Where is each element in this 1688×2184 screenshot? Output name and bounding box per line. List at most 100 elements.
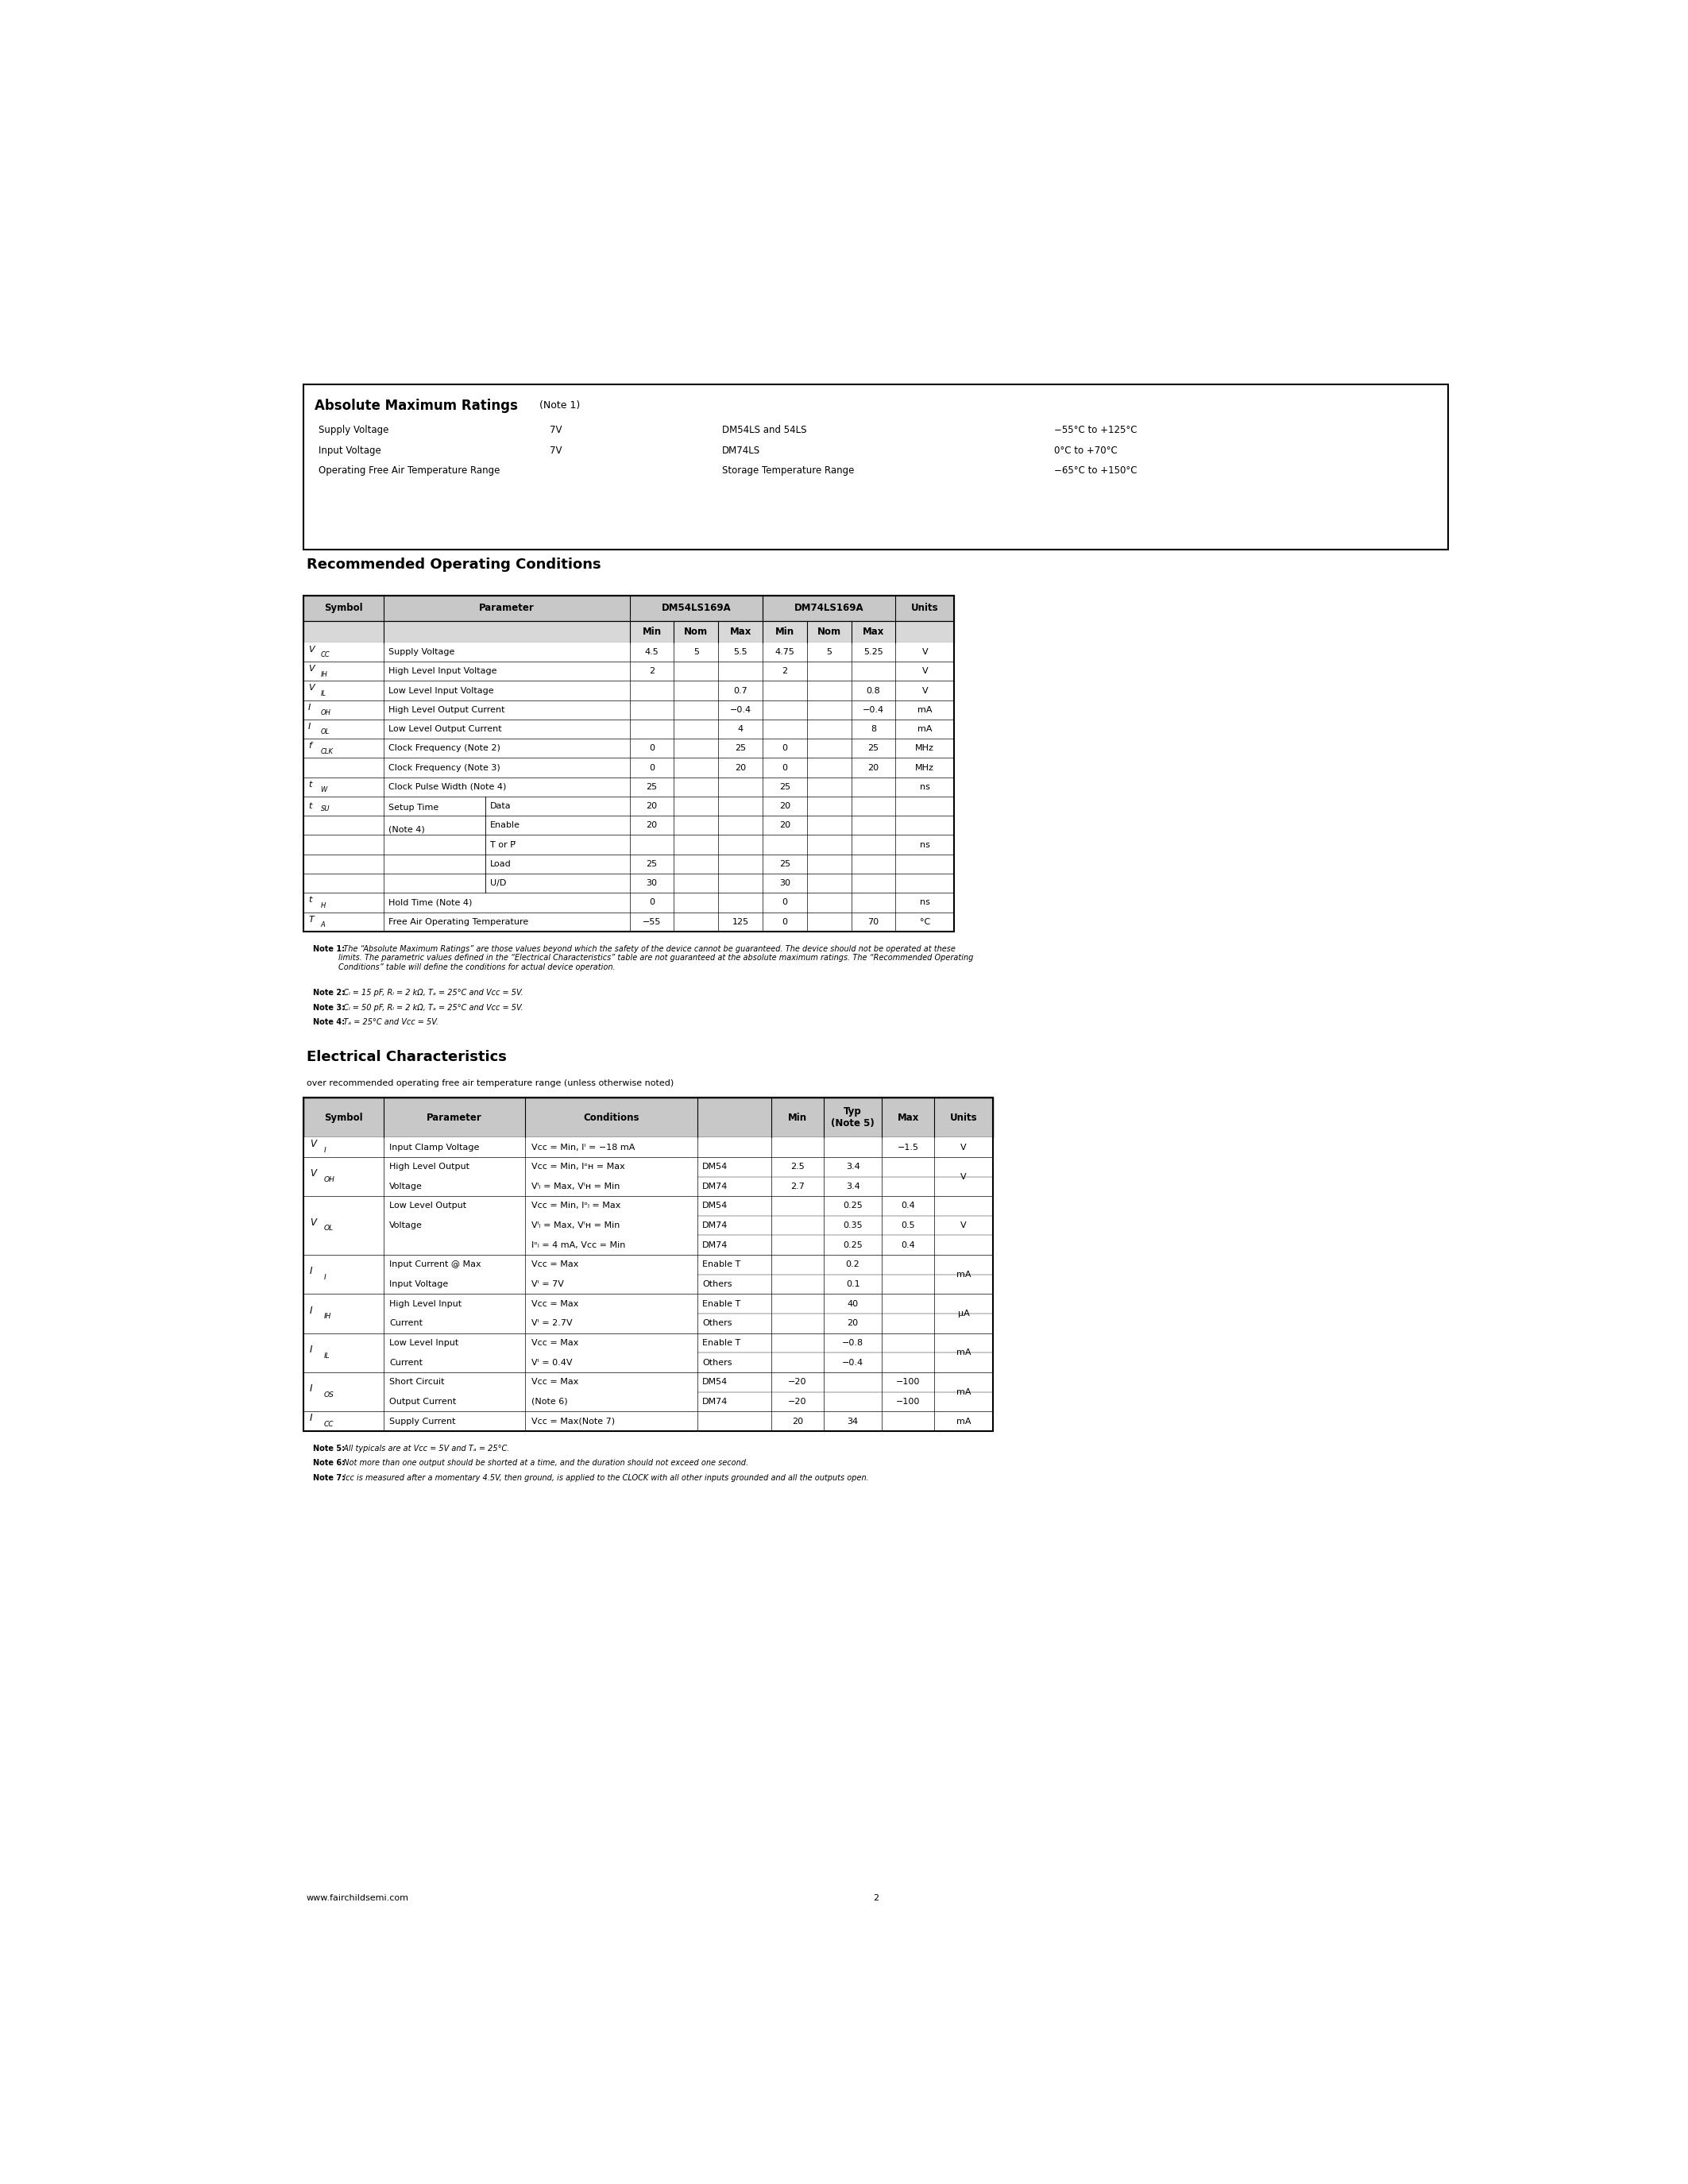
Text: 25: 25 — [780, 782, 790, 791]
Text: Low Level Input: Low Level Input — [390, 1339, 459, 1348]
Bar — [304, 758, 954, 778]
Text: −0.4: −0.4 — [863, 705, 885, 714]
Text: −0.4: −0.4 — [842, 1358, 864, 1367]
Text: CLK: CLK — [321, 747, 333, 756]
Text: Nom: Nom — [817, 627, 841, 638]
Text: Parameter: Parameter — [479, 603, 533, 614]
Text: Supply Voltage: Supply Voltage — [388, 649, 454, 655]
Text: 2.5: 2.5 — [790, 1162, 805, 1171]
Text: Input Voltage: Input Voltage — [390, 1280, 449, 1289]
Text: V: V — [960, 1142, 967, 1151]
Text: 25: 25 — [647, 860, 657, 867]
Text: 8: 8 — [871, 725, 876, 734]
Text: 0.4: 0.4 — [901, 1241, 915, 1249]
Bar — [304, 1099, 993, 1431]
Text: Note 4:: Note 4: — [312, 1018, 344, 1026]
Text: V: V — [960, 1221, 967, 1230]
Text: 20: 20 — [647, 821, 657, 830]
Text: Electrical Characteristics: Electrical Characteristics — [307, 1051, 506, 1064]
Text: ns: ns — [920, 841, 930, 850]
Bar — [304, 719, 954, 738]
Text: −100: −100 — [896, 1398, 920, 1406]
Text: W: W — [321, 786, 327, 793]
Text: I: I — [309, 1267, 312, 1278]
Text: Units: Units — [912, 603, 939, 614]
Text: (Note 4): (Note 4) — [388, 826, 425, 834]
Text: DM54: DM54 — [702, 1162, 728, 1171]
Text: IH: IH — [324, 1313, 331, 1319]
Text: Note 1:: Note 1: — [312, 946, 344, 952]
Text: All typicals are at Vᴄᴄ = 5V and Tₐ = 25°C.: All typicals are at Vᴄᴄ = 5V and Tₐ = 25… — [338, 1444, 510, 1452]
Text: DM74LS169A: DM74LS169A — [795, 603, 864, 614]
Text: 20: 20 — [780, 802, 790, 810]
Bar — [304, 1197, 993, 1256]
Text: Cₗ = 50 pF, Rₗ = 2 kΩ, Tₐ = 25°C and Vᴄᴄ = 5V.: Cₗ = 50 pF, Rₗ = 2 kΩ, Tₐ = 25°C and Vᴄᴄ… — [338, 1005, 523, 1011]
Text: I: I — [324, 1273, 326, 1282]
Text: Hold Time (Note 4): Hold Time (Note 4) — [388, 898, 473, 906]
Text: High Level Input: High Level Input — [390, 1299, 463, 1308]
Bar — [304, 778, 954, 797]
Text: Voltage: Voltage — [390, 1221, 422, 1230]
Text: I: I — [309, 1385, 312, 1393]
Text: (Note 1): (Note 1) — [538, 400, 581, 411]
Text: U/D: U/D — [490, 880, 506, 887]
Text: I: I — [309, 1345, 312, 1354]
Text: mA: mA — [955, 1350, 971, 1356]
Text: °C: °C — [920, 917, 930, 926]
Text: Vᴄᴄ = Max: Vᴄᴄ = Max — [532, 1339, 579, 1348]
Bar — [304, 596, 954, 620]
Text: T̅ or P̅: T̅ or P̅ — [490, 841, 515, 850]
Text: Enable T̅: Enable T̅ — [702, 1339, 741, 1348]
Text: 40: 40 — [847, 1299, 859, 1308]
Text: DM54LS169A: DM54LS169A — [662, 603, 731, 614]
Text: ns: ns — [920, 898, 930, 906]
Text: T: T — [309, 915, 314, 924]
Text: The “Absolute Maximum Ratings” are those values beyond which the safety of the d: The “Absolute Maximum Ratings” are those… — [338, 946, 974, 972]
Text: 5.5: 5.5 — [733, 649, 748, 655]
Text: ns: ns — [920, 782, 930, 791]
Bar — [304, 620, 954, 642]
Bar — [304, 893, 954, 913]
Text: 3.4: 3.4 — [846, 1182, 859, 1190]
Text: 0.8: 0.8 — [866, 686, 881, 695]
Text: Input Voltage: Input Voltage — [319, 446, 381, 456]
Bar — [304, 1138, 993, 1158]
Text: Tₐ = 25°C and Vᴄᴄ = 5V.: Tₐ = 25°C and Vᴄᴄ = 5V. — [338, 1018, 439, 1026]
Text: 20: 20 — [734, 764, 746, 771]
Text: 4.75: 4.75 — [775, 649, 795, 655]
Text: I: I — [309, 703, 311, 712]
Text: Short Circuit: Short Circuit — [390, 1378, 444, 1387]
Text: Enable: Enable — [490, 821, 520, 830]
Text: 30: 30 — [647, 880, 657, 887]
Text: Current: Current — [390, 1319, 424, 1328]
Text: Typ
(Note 5): Typ (Note 5) — [830, 1107, 874, 1129]
Text: 2.7: 2.7 — [790, 1182, 805, 1190]
Text: V: V — [922, 649, 928, 655]
Text: 20: 20 — [847, 1319, 859, 1328]
Text: DM74: DM74 — [702, 1182, 728, 1190]
Text: −1.5: −1.5 — [898, 1142, 918, 1151]
Text: www.fairchildsemi.com: www.fairchildsemi.com — [307, 1894, 408, 1902]
Text: Vᴵ = 7V: Vᴵ = 7V — [532, 1280, 564, 1289]
Text: mA: mA — [918, 725, 932, 734]
Text: 70: 70 — [868, 917, 879, 926]
Text: Current: Current — [390, 1358, 424, 1367]
Text: Units: Units — [950, 1112, 977, 1123]
Text: A: A — [321, 922, 326, 928]
Text: 0.2: 0.2 — [846, 1260, 859, 1269]
Text: DM54: DM54 — [702, 1378, 728, 1387]
Text: t: t — [309, 780, 312, 788]
Text: 0: 0 — [782, 898, 788, 906]
Text: 25: 25 — [780, 860, 790, 867]
Text: MHz: MHz — [915, 745, 933, 751]
Text: Vᴵ = 2.7V: Vᴵ = 2.7V — [532, 1319, 572, 1328]
Text: CC: CC — [324, 1422, 334, 1428]
Text: Min: Min — [641, 627, 662, 638]
Text: 2: 2 — [648, 668, 655, 675]
Text: Note 7:: Note 7: — [312, 1474, 344, 1481]
Text: 0: 0 — [782, 764, 788, 771]
Text: 30: 30 — [780, 880, 790, 887]
Text: Vᴄᴄ = Max(Note 7): Vᴄᴄ = Max(Note 7) — [532, 1417, 614, 1426]
Text: V: V — [309, 1168, 316, 1179]
Text: Conditions: Conditions — [582, 1112, 640, 1123]
